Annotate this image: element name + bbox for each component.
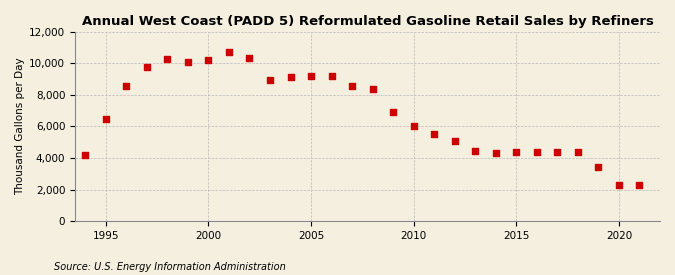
Point [552,150,563,155]
Point [265,78,275,82]
Point [59,217,70,222]
Title: Annual West Coast (PADD 5) Reformulated Gasoline Retail Sales by Refiners: Annual West Coast (PADD 5) Reformulated … [82,15,653,28]
Point [511,150,522,155]
Point [244,56,255,60]
Point [121,83,132,88]
Point [531,150,542,155]
Point [614,183,624,187]
Point [203,58,214,62]
Point [634,183,645,187]
Point [491,151,502,155]
Point [429,132,439,137]
Text: Source: U.S. Energy Information Administration: Source: U.S. Energy Information Administ… [54,262,286,272]
Point [142,64,153,69]
Point [306,74,317,78]
Point [223,50,234,55]
Point [408,124,419,129]
Point [326,74,337,78]
Point [367,86,378,91]
Point [347,83,358,88]
Point [285,75,296,79]
Point [101,116,111,121]
Point [387,109,398,114]
Point [593,165,604,170]
Point [470,149,481,153]
Point [450,139,460,143]
Point [182,60,193,64]
Point [80,153,90,157]
Y-axis label: Thousand Gallons per Day: Thousand Gallons per Day [15,58,25,195]
Point [572,150,583,155]
Point [162,57,173,61]
